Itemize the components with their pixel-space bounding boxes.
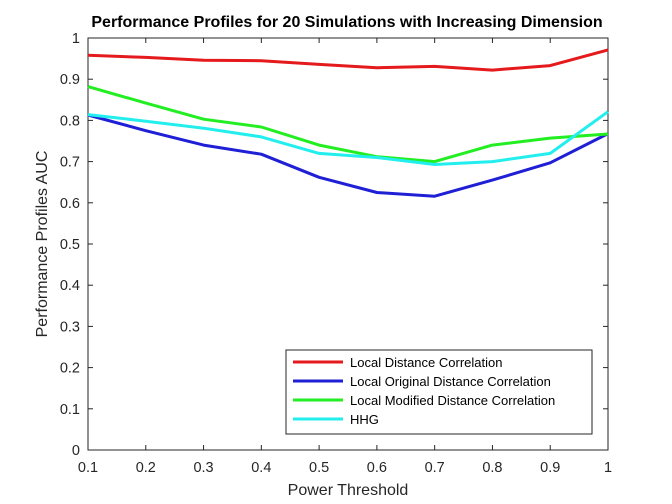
y-axis-label: Performance Profiles AUC [34, 151, 51, 338]
x-tick-label: 0.2 [136, 460, 156, 476]
y-tick-label: 0.3 [60, 319, 80, 335]
y-tick-label: 0.6 [60, 196, 80, 212]
plot-area [87, 37, 609, 451]
x-tick-labels: 0.1 0.2 0.3 0.4 0.5 0.6 0.7 0.8 0.9 1 [78, 460, 612, 476]
x-tick-label: 0.3 [193, 460, 213, 476]
y-tick-label: 0.2 [60, 361, 80, 377]
legend-entry: HHG [350, 412, 379, 427]
y-tick-label: 0.5 [60, 237, 80, 253]
x-tick-label: 1 [604, 460, 612, 476]
x-tick-label: 0.8 [482, 460, 502, 476]
x-tick-label: 0.4 [251, 460, 271, 476]
legend: Local Distance Correlation Local Original… [285, 349, 593, 435]
y-ticks [88, 37, 608, 451]
x-tick-label: 0.5 [309, 460, 329, 476]
x-tick-label: 0.9 [540, 460, 560, 476]
x-tick-label: 0.7 [425, 460, 445, 476]
y-tick-label: 0.9 [60, 72, 80, 88]
x-axis-label: Power Threshold [288, 482, 409, 499]
legend-entry: Local Original Distance Correlation [350, 374, 551, 389]
legend-entry: Local Distance Correlation [350, 355, 502, 370]
series-line-local-original-distance-correlation [87, 113, 609, 198]
y-tick-label: 1 [72, 31, 80, 47]
series-line-local-modified-distance-correlation [87, 85, 609, 164]
y-tick-label: 0.8 [60, 113, 80, 129]
series-lines [87, 48, 609, 198]
y-tick-labels: 0 0.1 0.2 0.3 0.4 0.5 0.6 0.7 0.8 0.9 1 [60, 31, 80, 459]
x-tick-label: 0.6 [367, 460, 387, 476]
y-tick-label: 0.1 [60, 402, 80, 418]
series-line-hhg [87, 110, 609, 166]
y-tick-label: 0 [72, 443, 80, 459]
legend-entry: Local Modified Distance Correlation [350, 393, 555, 408]
x-tick-label: 0.1 [78, 460, 98, 476]
y-tick-label: 0.4 [60, 278, 80, 294]
x-ticks [87, 38, 609, 450]
y-tick-label: 0.7 [60, 155, 80, 171]
chart-title: Performance Profiles for 20 Simulations … [91, 14, 602, 31]
series-line-local-distance-correlation [87, 48, 609, 72]
